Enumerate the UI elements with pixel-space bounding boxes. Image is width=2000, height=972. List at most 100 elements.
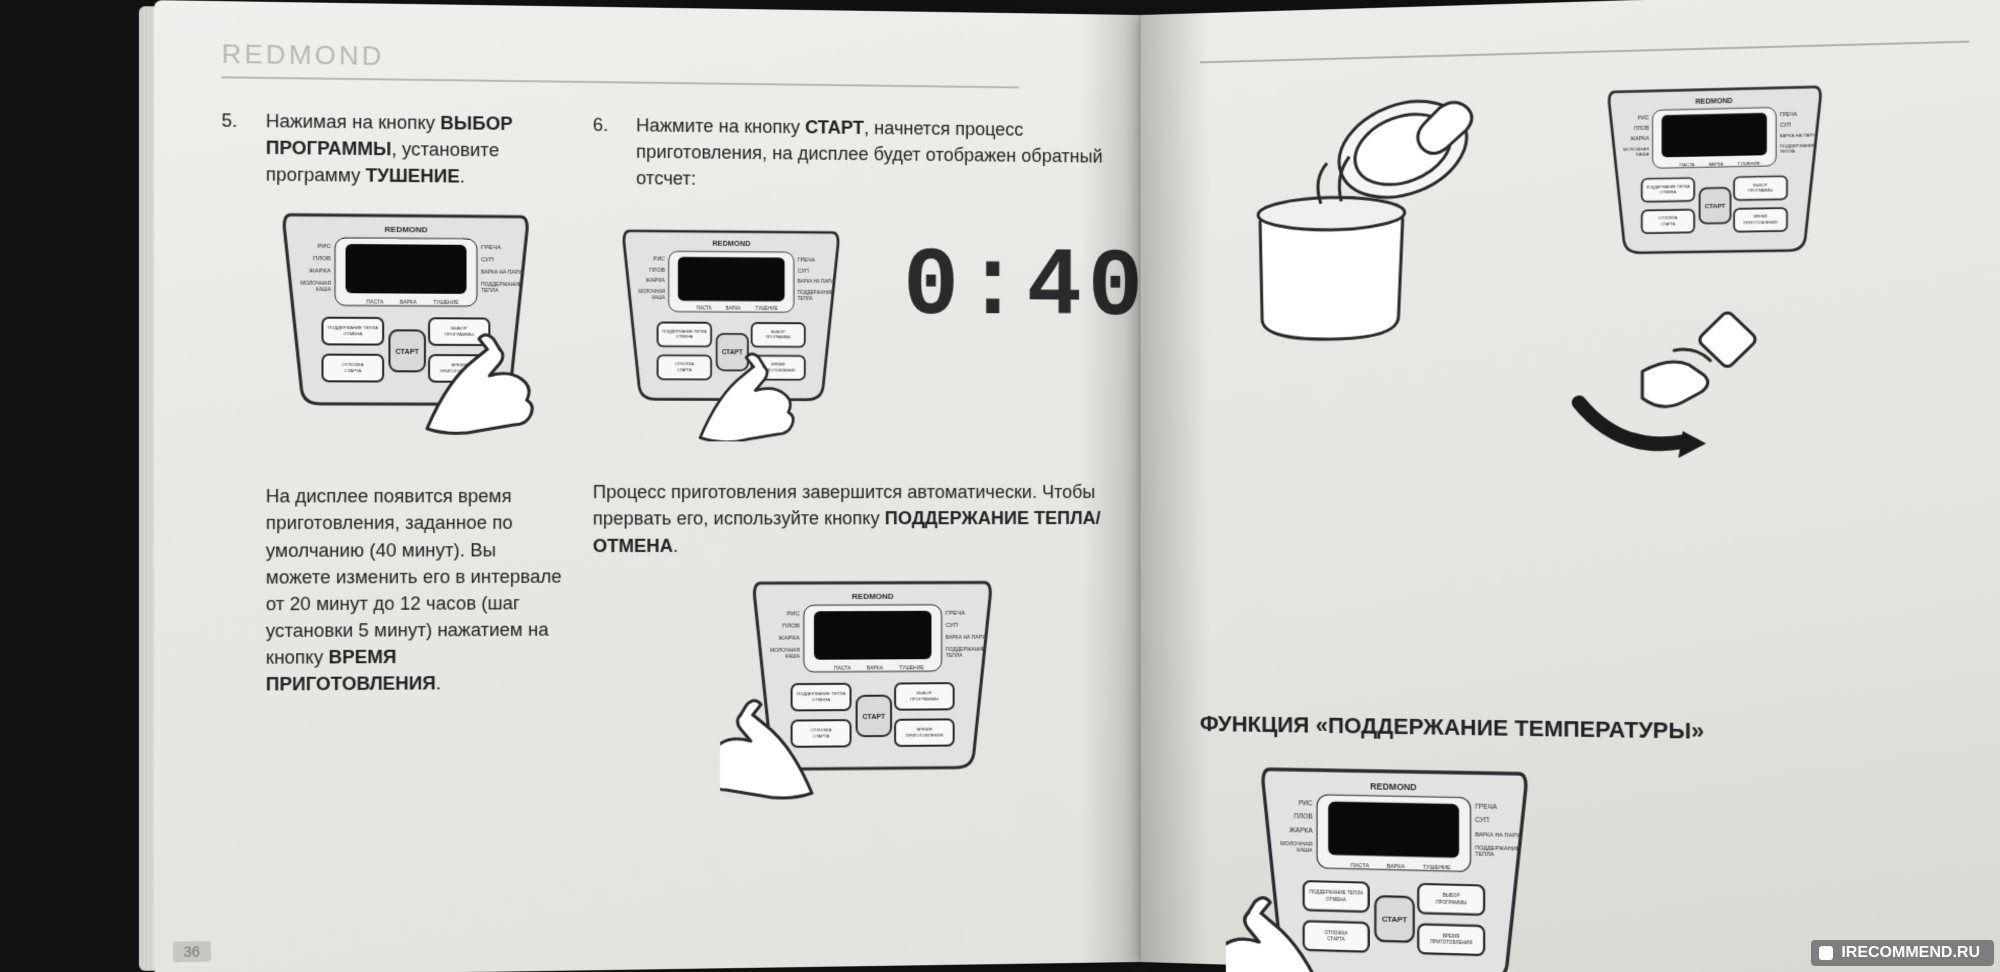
svg-text:РИС: РИС: [1298, 800, 1312, 807]
svg-text:ОТМЕНА: ОТМЕНА: [1660, 190, 1677, 194]
svg-text:ПЛОВ: ПЛОВ: [783, 623, 800, 629]
svg-text:СТАРТА: СТАРТА: [1327, 937, 1346, 943]
svg-text:ВЫБОР: ВЫБОР: [917, 690, 933, 695]
svg-text:ЖАРКА: ЖАРКА: [646, 278, 666, 284]
svg-text:REDMOND: REDMOND: [385, 225, 428, 235]
unplug-illustration: [1548, 308, 1781, 464]
svg-text:СТАРТА: СТАРТА: [345, 368, 362, 373]
control-panel-template: REDMOND РИС ПЛОВ ЖАРКА МОЛОЧНАЯ КАША ГРЕ…: [755, 582, 991, 769]
svg-text:ВАРКА: ВАРКА: [400, 300, 417, 306]
keep-warm-title: ФУНКЦИЯ «ПОДДЕРЖАНИЕ ТЕМПЕРАТУРЫ»: [1200, 711, 2000, 750]
page-stack-edge: [139, 6, 154, 971]
control-panel-icon: REDMOND РИС ПЛОВ ЖАРКА МОЛОЧНАЯ КАША ГРЕ…: [249, 204, 562, 451]
svg-text:ПЛОВ: ПЛОВ: [649, 267, 665, 273]
svg-text:REDMOND: REDMOND: [1370, 781, 1417, 792]
svg-text:ТЕПЛА: ТЕПЛА: [797, 296, 812, 301]
svg-text:ВАРКА НА ПАРУ: ВАРКА НА ПАРУ: [797, 279, 833, 284]
svg-text:ОТМЕНА: ОТМЕНА: [812, 697, 830, 702]
svg-text:ВАРКА НА ПАРУ: ВАРКА НА ПАРУ: [481, 270, 522, 276]
step-5-text: Нажимая на кнопку ВЫБОР ПРОГРАММЫ, устан…: [266, 108, 562, 191]
step-5-number: 5.: [222, 107, 252, 188]
svg-text:ВЫБОР: ВЫБОР: [1754, 183, 1769, 187]
svg-text:ПАСТА: ПАСТА: [366, 300, 384, 306]
t: Нажмите на кнопку: [636, 115, 805, 137]
svg-text:ПРОГРАММЫ: ПРОГРАММЫ: [1748, 188, 1773, 193]
svg-text:ПРОГРАММЫ: ПРОГРАММЫ: [1436, 899, 1467, 905]
svg-text:ВАРКА НА ПАРУ: ВАРКА НА ПАРУ: [1475, 832, 1520, 839]
svg-text:ПРИГОТОВЛЕНИЯ: ПРИГОТОВЛЕНИЯ: [1744, 220, 1778, 225]
svg-text:СТАРТ: СТАРТ: [1382, 915, 1408, 925]
svg-text:ВРЕМЯ: ВРЕМЯ: [917, 726, 932, 731]
svg-text:ПАСТА: ПАСТА: [1351, 863, 1370, 870]
svg-text:ГРЕЧА: ГРЕЧА: [1475, 804, 1498, 812]
svg-text:ПОДДЕРЖАНИЕ: ПОДДЕРЖАНИЕ: [797, 290, 833, 295]
svg-text:ОТМЕНА: ОТМЕНА: [343, 331, 362, 336]
svg-text:ТУШЕНИЕ: ТУШЕНИЕ: [433, 300, 459, 306]
page-left: REDMOND 5. Нажимая на кнопку ВЫБОР ПРОГР…: [154, 0, 1140, 972]
svg-text:СТАРТА: СТАРТА: [1661, 222, 1676, 226]
step-5: 5. Нажимая на кнопку ВЫБОР ПРОГРАММЫ, ус…: [222, 107, 562, 191]
svg-text:РИС: РИС: [787, 611, 801, 617]
svg-text:ОТЛОЖКА: ОТЛОЖКА: [342, 362, 364, 367]
svg-text:СТАРТА: СТАРТА: [677, 368, 692, 372]
svg-text:СУП: СУП: [946, 622, 958, 628]
svg-text:ПАСТА: ПАСТА: [696, 306, 711, 311]
photo-background: OkTess REDMOND 5. Нажимая на кнопку ВЫБО…: [0, 0, 2000, 972]
svg-text:REDMOND: REDMOND: [1695, 98, 1733, 106]
svg-text:ПЛОВ: ПЛОВ: [313, 256, 331, 262]
control-panel-icon: REDMOND РИС ПЛОВ ЖАРКА МОЛОЧНАЯ КАША ГРЕ…: [721, 572, 1025, 816]
svg-text:МОЛОЧНАЯ: МОЛОЧНАЯ: [1280, 841, 1312, 848]
svg-text:ОТМЕНА: ОТМЕНА: [1326, 896, 1347, 902]
svg-text:ВРЕМЯ: ВРЕМЯ: [1443, 933, 1460, 939]
t: ТУШЕНИЕ: [366, 165, 460, 186]
svg-text:СТАРТА: СТАРТА: [813, 733, 829, 738]
svg-text:ТУШЕНИЕ: ТУШЕНИЕ: [1738, 160, 1761, 166]
t: .: [673, 535, 678, 555]
svg-text:REDMOND: REDMOND: [852, 591, 894, 600]
svg-text:КАША: КАША: [316, 287, 332, 293]
svg-text:КАША: КАША: [652, 295, 665, 300]
page-right-rule: [1200, 41, 1970, 64]
svg-text:ТУШЕНИЕ: ТУШЕНИЕ: [900, 665, 926, 671]
svg-text:СТАРТ: СТАРТ: [722, 350, 743, 357]
svg-text:ЖАРКА: ЖАРКА: [1289, 827, 1313, 835]
t: .: [460, 166, 465, 186]
svg-text:ВЫБОР: ВЫБОР: [1442, 893, 1459, 899]
svg-text:ТЕПЛА: ТЕПЛА: [1475, 852, 1494, 859]
svg-text:СТАРТ: СТАРТ: [863, 713, 887, 720]
svg-text:ГРЕЧА: ГРЕЧА: [1780, 112, 1798, 119]
svg-text:ВЫБОР: ВЫБОР: [451, 326, 467, 331]
brand-header: REDMOND: [222, 38, 1019, 88]
svg-text:ПОДДЕРЖАНИЕ ТЕПЛА: ПОДДЕРЖАНИЕ ТЕПЛА: [1646, 185, 1690, 190]
svg-text:ОТЛОЖКА: ОТЛОЖКА: [1324, 930, 1348, 936]
svg-text:СУП: СУП: [481, 258, 494, 264]
svg-text:ВАРКА: ВАРКА: [1387, 863, 1406, 870]
svg-text:ОТМЕНА: ОТМЕНА: [676, 335, 693, 339]
panel-step6: REDMOND РИС ПЛОВ ЖАРКА МОЛОЧНАЯ КАША ГРЕ…: [593, 222, 869, 449]
step-6-after: Процесс приготовления завершится автомат…: [593, 479, 1149, 559]
svg-text:ВРЕМЯ: ВРЕМЯ: [771, 363, 785, 367]
step-6: 6. Нажмите на кнопку СТАРТ, начнется про…: [593, 112, 1149, 197]
svg-text:ВЫБОР: ВЫБОР: [771, 330, 785, 334]
panel-cancel: REDMOND РИС ПЛОВ ЖАРКА МОЛОЧНАЯ КАША ГРЕ…: [721, 572, 1025, 823]
svg-text:REDMOND: REDMOND: [712, 239, 750, 248]
svg-text:СУП: СУП: [797, 269, 808, 275]
svg-text:ТУШЕНИЕ: ТУШЕНИЕ: [755, 306, 778, 311]
svg-text:ЖАРКА: ЖАРКА: [309, 269, 331, 275]
svg-text:ПРОГРАММЫ: ПРОГРАММЫ: [911, 696, 939, 701]
svg-text:СТАРТ: СТАРТ: [395, 349, 419, 356]
svg-text:ПЛОВ: ПЛОВ: [1634, 125, 1650, 132]
t: .: [436, 673, 441, 693]
svg-text:ТЕПЛА: ТЕПЛА: [481, 288, 499, 294]
svg-text:ЖАРКА: ЖАРКА: [1630, 136, 1650, 143]
svg-text:ПАСТА: ПАСТА: [835, 665, 852, 671]
panel-step5: REDMOND РИС ПЛОВ ЖАРКА МОЛОЧНАЯ КАША ГРЕ…: [249, 204, 562, 458]
svg-text:ГРЕЧА: ГРЕЧА: [946, 610, 965, 616]
t: СТАРТ: [805, 117, 864, 138]
svg-text:ПОДДЕРЖАНИЕ ТЕПЛА: ПОДДЕРЖАНИЕ ТЕПЛА: [328, 325, 378, 330]
svg-text:ПРОГРАММЫ: ПРОГРАММЫ: [445, 332, 474, 337]
svg-text:ПОДДЕРЖАНИЕ ТЕПЛА: ПОДДЕРЖАНИЕ ТЕПЛА: [662, 330, 707, 334]
step-6-text: Нажмите на кнопку СТАРТ, начнется процес…: [636, 112, 1149, 196]
svg-text:КАША: КАША: [1636, 152, 1649, 157]
page-number: 36: [173, 941, 211, 962]
